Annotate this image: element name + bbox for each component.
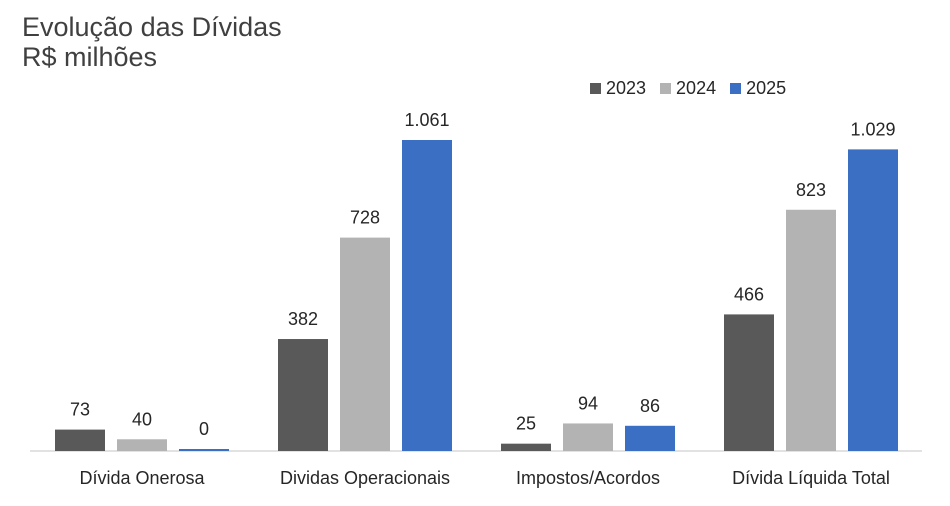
bar-2024-1 [340, 237, 390, 451]
title-block: Evolução das Dívidas R$ milhões [22, 12, 282, 72]
legend-label-2024: 2024 [676, 78, 717, 98]
data-label-2023-1: 382 [288, 309, 318, 329]
data-label-2024-0: 40 [132, 409, 152, 429]
bar-2025-1 [402, 140, 452, 451]
bar-2023-0 [55, 429, 105, 451]
data-label-2025-1: 1.061 [404, 110, 449, 130]
bar-2024-3 [786, 209, 836, 451]
data-label-2023-0: 73 [70, 400, 90, 420]
data-label-2023-2: 25 [516, 414, 536, 434]
category-label-1: Dividas Operacionais [280, 468, 450, 488]
bar-2023-1 [278, 339, 328, 451]
legend-swatch-2023 [590, 83, 601, 94]
legend-item-2025: 2025 [730, 78, 786, 99]
chart-subtitle: R$ milhões [22, 42, 158, 72]
legend-swatch-2024 [660, 83, 672, 94]
bar-2025-3 [848, 149, 898, 452]
data-label-2025-2: 86 [640, 396, 660, 416]
legend-label-2023: 2023 [606, 78, 647, 98]
category-label-2: Impostos/Acordos [516, 468, 660, 488]
bar-2023-2 [501, 443, 551, 451]
bar-2024-0 [117, 439, 167, 451]
category-label-3: Dívida Líquida Total [732, 468, 890, 488]
bar-2025-0 [179, 449, 229, 451]
data-label-2024-2: 94 [578, 393, 598, 413]
bar-2023-3 [724, 314, 774, 451]
legend-swatch-2025 [730, 83, 742, 94]
data-label-2023-3: 466 [734, 284, 764, 304]
legend-item-2024: 2024 [660, 78, 716, 99]
chart-title: Evolução das Dívidas [22, 12, 282, 42]
data-label-2025-3: 1.029 [850, 119, 895, 139]
data-label-2025-0: 0 [199, 419, 209, 439]
legend: 2023 2024 2025 [590, 78, 786, 99]
legend-item-2023: 2023 [590, 78, 646, 99]
bar-2025-2 [625, 425, 675, 451]
data-label-2024-1: 728 [350, 208, 380, 228]
category-label-0: Dívida Onerosa [79, 468, 205, 488]
legend-label-2025: 2025 [746, 78, 787, 98]
data-label-2024-3: 823 [796, 180, 826, 200]
bar-2024-2 [563, 423, 613, 451]
